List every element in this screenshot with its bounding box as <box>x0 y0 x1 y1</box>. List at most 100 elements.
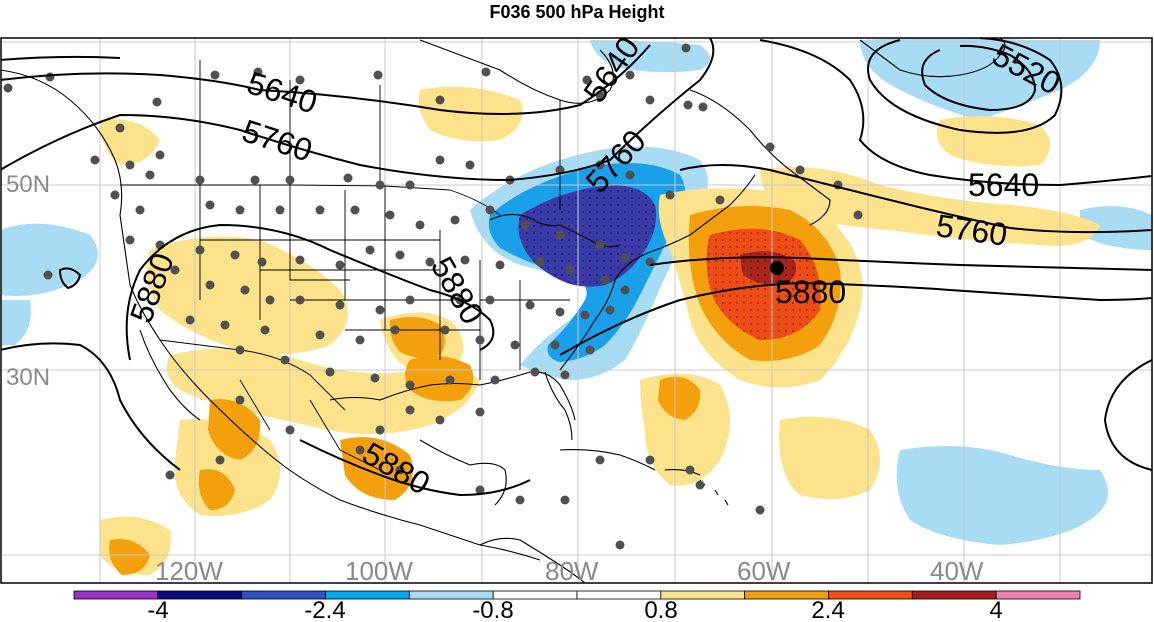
station-dot <box>560 495 570 505</box>
station-dot <box>152 97 162 107</box>
station-dot <box>595 240 605 250</box>
station-dot <box>405 405 415 415</box>
station-dot <box>265 295 275 305</box>
station-dot <box>495 260 505 270</box>
greenland <box>859 38 1006 78</box>
station-dot <box>343 173 353 183</box>
station-dot <box>565 265 575 275</box>
station-dot <box>375 180 385 190</box>
negative-anomaly-light <box>860 38 1100 120</box>
station-dot <box>460 255 470 265</box>
station-dot <box>475 485 485 495</box>
station-dot <box>550 340 560 350</box>
mexico-state-line <box>239 379 271 431</box>
station-dot <box>475 335 485 345</box>
station-dot <box>683 100 693 110</box>
station-dot <box>435 415 445 425</box>
station-dot <box>110 190 120 200</box>
positive-anomaly-light <box>760 167 1100 246</box>
contour-label: 5880 <box>775 274 846 310</box>
station-dot <box>395 465 405 475</box>
contour-5760-north-upper <box>1 55 121 61</box>
station-dot <box>350 205 360 215</box>
station-dot <box>605 305 615 315</box>
station-dot <box>465 160 475 170</box>
station-dot <box>620 253 630 263</box>
station-dot <box>475 407 485 417</box>
station-dot <box>170 265 180 275</box>
station-dot <box>595 455 605 465</box>
station-dot <box>510 340 520 350</box>
station-dot <box>115 123 125 133</box>
station-dot <box>555 307 565 317</box>
station-dot <box>582 75 592 85</box>
station-dot <box>600 275 610 285</box>
station-dot <box>795 165 805 175</box>
station-dot <box>695 480 705 490</box>
cuba <box>559 449 656 471</box>
station-dot <box>253 67 263 77</box>
station-dot <box>665 190 675 200</box>
station-dot <box>535 257 545 267</box>
positive-anomaly-light <box>100 119 160 165</box>
longitude-label: 40W <box>930 556 984 586</box>
us-mexico-border <box>159 339 346 411</box>
station-dot <box>625 170 635 180</box>
station-dot <box>205 200 215 210</box>
baja-california <box>139 329 201 421</box>
station-dot <box>165 470 175 480</box>
colorbar-tick-label: -4 <box>147 597 168 622</box>
station-dot <box>285 425 295 435</box>
station-dot <box>45 72 55 82</box>
height-contours <box>1 38 1152 497</box>
map-frame <box>0 37 1153 584</box>
station-dot <box>365 245 375 255</box>
station-dot <box>375 425 385 435</box>
anomaly-shading <box>1 38 1152 575</box>
colorbar-swatch <box>911 590 997 600</box>
station-dot <box>530 367 540 377</box>
station-dot <box>235 345 245 355</box>
north-america-west-coast <box>1 69 541 561</box>
station-dot <box>755 505 765 515</box>
contour-5880-east-2 <box>649 256 1152 271</box>
significance-stipple <box>518 185 657 287</box>
map-title: F036 500 hPa Height <box>489 2 665 22</box>
station-dot <box>405 295 415 305</box>
east-coast <box>559 174 756 371</box>
latitude-label: 50N <box>6 171 50 198</box>
negative-anomaly-light <box>1 223 98 296</box>
station-dot <box>853 210 863 220</box>
station-dot <box>155 150 165 160</box>
graticule-labels: 120W 100W 80W 60W 40W 50N 30N <box>6 171 984 586</box>
station-dot <box>275 205 285 215</box>
central-america <box>479 537 586 583</box>
station-dot <box>685 465 695 475</box>
contour-label: 5640 <box>968 167 1039 203</box>
station-dot <box>395 250 405 260</box>
canada-east-coast <box>689 89 831 226</box>
station-dot <box>485 205 495 215</box>
station-dot <box>220 320 230 330</box>
negative-anomaly-light <box>1080 206 1152 250</box>
station-dot <box>435 95 445 105</box>
coastlines <box>1 38 1006 583</box>
station-dot <box>285 175 295 185</box>
station-dot <box>625 70 635 80</box>
contour-5640 <box>1 44 651 115</box>
station-dot <box>450 215 460 225</box>
state-line <box>289 185 350 281</box>
colorbar-tick-label: 2.4 <box>811 597 844 622</box>
hispaniola <box>664 469 701 476</box>
contour-5880-east <box>559 281 1152 356</box>
station-dot <box>125 235 135 245</box>
station-dot <box>230 250 240 260</box>
station-dot <box>235 395 245 405</box>
station-dot <box>215 455 225 465</box>
station-dot <box>295 75 305 85</box>
station-dot <box>355 335 365 345</box>
negative-anomaly-light <box>590 40 710 73</box>
station-dot <box>295 255 305 265</box>
positive-anomaly-mid <box>109 539 150 575</box>
station-dot <box>240 285 250 295</box>
